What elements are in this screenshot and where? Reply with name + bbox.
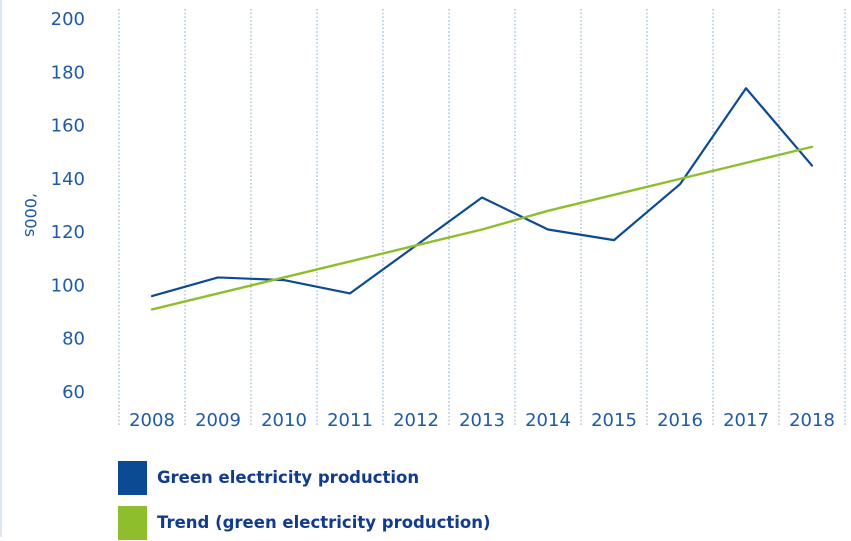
x-tick-label: 2011: [327, 410, 373, 431]
y-axis-ticks: 60 80 100 120 140 160 180 200: [51, 9, 85, 403]
x-tick-label: 2016: [657, 410, 703, 431]
series-line-trend: [150, 145, 814, 311]
x-axis-ticks: 2008 2009 2010 2011 2012 2013 2014 2015 2016 2017…: [129, 410, 835, 431]
x-tick-label: 2015: [591, 410, 637, 431]
x-tick-label: 2013: [459, 410, 505, 431]
grid-lines: [118, 9, 846, 426]
y-tick-label: 180: [51, 62, 85, 83]
x-tick-label: 2012: [393, 410, 439, 431]
left-border-rule: [0, 0, 2, 537]
x-tick-label: 2018: [789, 410, 835, 431]
x-tick-label: 2014: [525, 410, 571, 431]
series-line-green-electricity-production: [150, 87, 814, 298]
y-tick-label: 140: [51, 169, 85, 190]
legend-swatch-trend: [118, 506, 147, 540]
legend-swatch-green-electricity-production: [118, 461, 147, 495]
y-tick-label: 80: [62, 329, 85, 350]
legend-label-green-electricity-production: Green electricity production: [157, 468, 420, 487]
y-tick-label: 160: [51, 116, 85, 137]
y-tick-label: 100: [51, 275, 85, 296]
y-tick-label: 200: [51, 9, 85, 30]
y-axis-label: ’000s: [21, 193, 40, 237]
x-tick-label: 2017: [723, 410, 769, 431]
y-tick-label: 60: [62, 382, 85, 403]
x-tick-label: 2009: [195, 410, 241, 431]
x-tick-label: 2008: [129, 410, 175, 431]
y-tick-label: 120: [51, 222, 85, 243]
x-tick-label: 2010: [261, 410, 307, 431]
legend-label-trend: Trend (green electricity production): [157, 513, 491, 532]
